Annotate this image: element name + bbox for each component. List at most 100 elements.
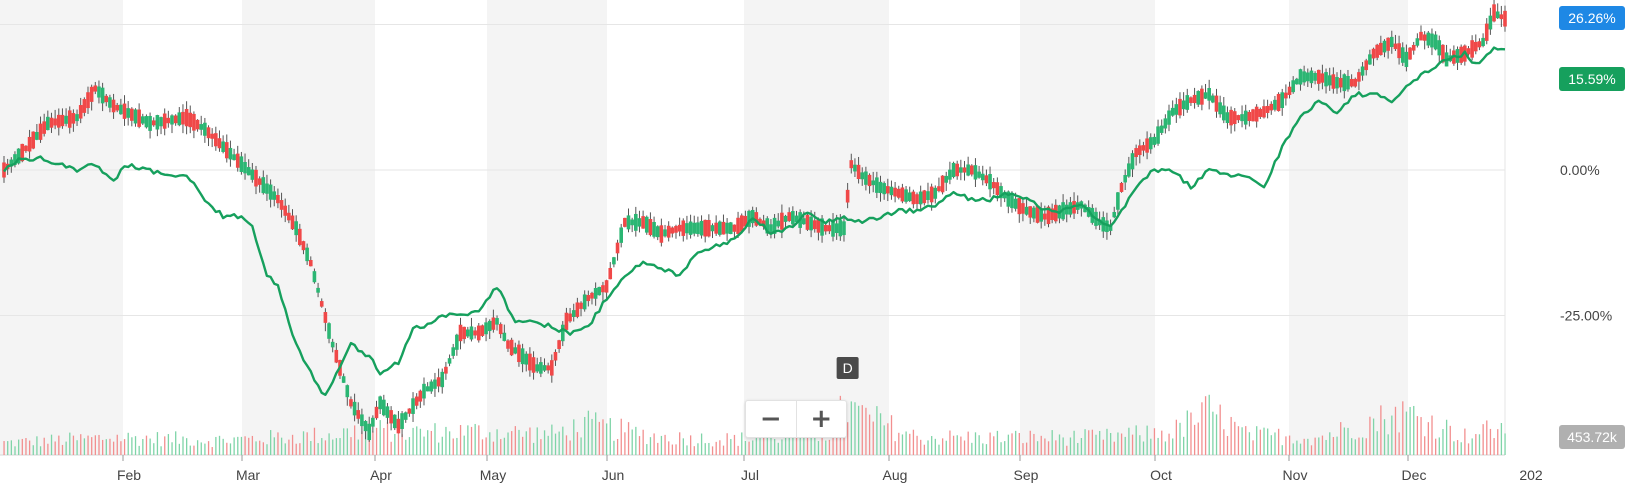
volume-bar — [1387, 434, 1389, 455]
volume-bar — [39, 446, 42, 455]
candle-body — [1127, 163, 1131, 177]
candle-body — [864, 171, 868, 185]
candle-body — [305, 247, 309, 262]
candle-body — [1327, 75, 1332, 86]
candle-body — [1408, 47, 1412, 60]
volume-bar — [532, 442, 535, 455]
volume-bar — [1248, 432, 1251, 455]
volume-bar — [317, 443, 319, 455]
volume-bar — [69, 432, 71, 455]
volume-bar — [1318, 437, 1320, 455]
candle-body — [385, 406, 390, 418]
candle-body — [1422, 34, 1427, 41]
volume-bar — [346, 428, 348, 455]
candle-body — [363, 421, 368, 432]
volume-bar — [200, 442, 202, 455]
volume-bar — [273, 437, 275, 455]
volume-bar — [989, 432, 991, 455]
volume-bar — [80, 434, 82, 455]
volume-bar — [931, 436, 933, 455]
volume-bar — [584, 416, 586, 455]
volume-bar — [448, 431, 451, 455]
candle-body — [809, 216, 813, 231]
volume-bar — [850, 401, 852, 455]
volume-bar — [21, 438, 23, 455]
candle-body — [330, 341, 335, 348]
candle-body — [1371, 48, 1376, 59]
y-tick-label: -25.00% — [1560, 308, 1612, 324]
volume-bar — [182, 436, 184, 455]
candle-body — [907, 192, 912, 202]
volume-bar — [854, 402, 856, 455]
volume-bar — [741, 432, 743, 455]
volume-bar — [412, 427, 414, 455]
grid-lines — [0, 0, 1506, 456]
candle-body — [1240, 114, 1244, 122]
volume-bar — [920, 439, 922, 455]
volume-bar — [474, 423, 476, 455]
volume-bar — [952, 435, 955, 455]
candle-body — [1379, 42, 1383, 55]
volume-bar — [1340, 422, 1342, 455]
volume-bar — [1413, 405, 1415, 455]
volume-bar — [255, 441, 257, 455]
candle-body — [389, 410, 393, 424]
volume-bar — [730, 439, 732, 455]
volume-bar — [668, 441, 670, 455]
volume-bar — [1237, 426, 1240, 455]
candle-body — [666, 225, 671, 238]
candle-body — [56, 114, 61, 128]
candle-body — [991, 182, 996, 189]
candle-body — [509, 339, 514, 356]
volume-bar — [1478, 434, 1481, 455]
volume-bar — [1391, 415, 1393, 455]
candle-body — [217, 138, 222, 149]
candle-body — [199, 124, 204, 130]
candle-body — [1368, 54, 1372, 65]
candle-body — [144, 116, 149, 128]
candle-body — [228, 147, 233, 160]
volume-bar — [3, 441, 5, 455]
volume-bar — [353, 425, 356, 455]
candle-body — [1280, 92, 1285, 109]
price-last-tag-bg — [1559, 6, 1625, 30]
zoom-out-button[interactable]: − — [746, 401, 797, 437]
zoom-in-button[interactable]: + — [810, 404, 833, 434]
candle-body — [1295, 78, 1299, 85]
volume-bar — [445, 426, 447, 455]
candle-body — [962, 167, 967, 173]
volume-bar — [649, 437, 652, 455]
candle-body — [166, 117, 171, 124]
candle-body — [853, 164, 857, 172]
x-tick-label: Oct — [1150, 467, 1172, 483]
volume-bar — [1274, 432, 1276, 455]
x-tick-label: Nov — [1283, 467, 1308, 483]
candle-body — [192, 113, 196, 131]
volume-bar — [1471, 438, 1473, 455]
volume-bar — [1091, 429, 1094, 455]
volume-bar — [1077, 442, 1079, 455]
candle-body — [750, 209, 755, 224]
candle-body — [1503, 10, 1507, 27]
volume-bar — [627, 422, 630, 455]
candle-body — [440, 371, 445, 388]
volume-bar — [1394, 406, 1397, 455]
volume-bar — [178, 443, 180, 455]
volume-bar — [616, 439, 619, 455]
candle-body — [1196, 91, 1201, 105]
candle-body — [261, 177, 266, 194]
candle-body — [517, 344, 521, 363]
candle-body — [60, 114, 65, 127]
candle-body — [1181, 100, 1186, 110]
x-tick-label: Dec — [1402, 467, 1427, 483]
candle-body — [1499, 14, 1504, 20]
volume-bar — [153, 443, 155, 455]
candle-body — [173, 115, 178, 124]
candle-body — [367, 423, 372, 441]
volume-bar — [971, 442, 973, 455]
candle-body — [553, 351, 558, 361]
candle-body — [1247, 111, 1252, 121]
candle-body — [352, 401, 357, 416]
axes: 0.00%-25.00%25.00%FebMarAprMayJunJulAugS… — [117, 13, 1612, 483]
candle-body — [867, 174, 872, 187]
